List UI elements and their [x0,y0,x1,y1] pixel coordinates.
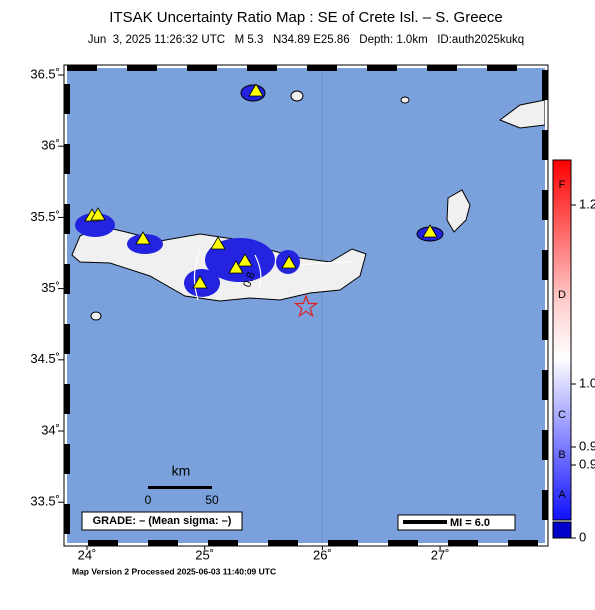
stations [84,83,438,289]
scale-bar [148,486,212,489]
scale-unit: km [172,463,191,479]
colorbar-label: 0.9 [579,456,595,471]
lon-label: 26˚ [313,547,332,562]
lon-label: 27˚ [431,547,450,562]
grade-letter: A [558,489,566,501]
grade-letter: F [559,179,566,191]
colorbar-floor [552,521,572,539]
scale-label: 0 [145,493,152,507]
lat-label: 33.5˚ [30,494,60,509]
gavdos [90,311,102,321]
colorbar-label: 1.2 [579,196,595,211]
contour-label: 0.8 [241,271,258,289]
rhodes [498,99,545,129]
lon-label: 24˚ [78,547,97,562]
frame-outline [63,64,549,547]
lat-label: 34˚ [41,422,60,437]
uncertainty-blob [75,213,115,237]
map-area: 0.8 km 0 50 GRADE: – (Mean sigma: –) MI … [67,68,545,543]
colorbar-label: 0.9 [579,438,595,453]
colorbar [552,159,572,521]
grade-letter: B [558,449,565,461]
legend-box [397,514,516,531]
grade: GRADE: – (Mean sigma: –) [93,515,232,527]
grade-letter: D [558,289,566,301]
colorbar-label: 1.0 [579,375,595,390]
lat-label: 35.5˚ [30,209,60,224]
scale-label: 50 [205,493,219,507]
island [400,96,410,104]
grade-box [81,511,243,531]
footer: Map Version 2 Processed 2025-06-03 11:40… [72,566,276,576]
colorbar-label: 0 [579,529,586,544]
lat-label: 36˚ [41,138,60,153]
lat-label: 36.5˚ [30,66,60,81]
sea [67,68,545,543]
grade-letter: C [558,409,566,421]
karpathos [446,189,471,233]
lat-label: 35˚ [41,280,60,295]
epicenter [293,294,319,318]
title: ITSAK Uncertainty Ratio Map : SE of Cret… [109,9,503,26]
lat-label: 34.5˚ [30,351,60,366]
legend: MI = 6.0 [450,517,490,529]
colorbar-labels: F D C B A 1.2 1.0 0.9 0.9 0 [558,179,595,545]
lon-label: 25˚ [195,547,214,562]
axes: 36.5˚ 36˚ 35.5˚ 35˚ 34.5˚ 34˚ 33.5˚ 24˚ 25˚ 26˚ 27… [30,66,449,562]
island [290,90,304,102]
subtitle: Jun 3, 2025 11:26:32 UTC M 5.3 N34.89 E2… [88,34,524,46]
contour [193,249,351,301]
